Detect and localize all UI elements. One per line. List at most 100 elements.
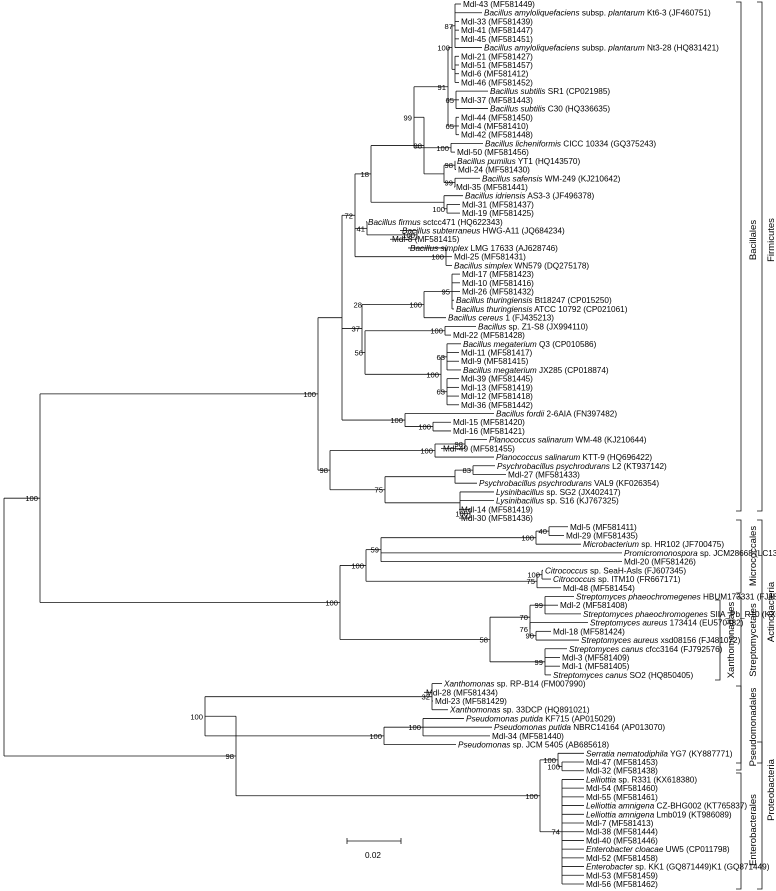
leaf-label: Mdl-22 (MF581428) bbox=[453, 331, 525, 340]
leaf-label: Mdl-38 (MF581444) bbox=[586, 828, 658, 837]
bootstrap-values: 8710065659110099989998100181004110072951… bbox=[25, 22, 560, 837]
tree-branches bbox=[3, 3, 622, 885]
leaf-label: Mdl-26 (MF581432) bbox=[462, 288, 534, 297]
bootstrap-value: 63 bbox=[437, 388, 445, 397]
leaf-label: Bacillus subtilis SR1 (CP021985) bbox=[490, 87, 610, 96]
leaf-label: Lelliottia sp. R331 (KX618380) bbox=[586, 775, 697, 784]
leaf-label: Pseudomonas sp. JCM 5405 (AB685618) bbox=[458, 741, 609, 750]
leaf-label: Mdl-48 (MF581454) bbox=[563, 584, 635, 593]
leaf-label: Bacillus idriensis AS3-3 (JF496378) bbox=[465, 192, 595, 201]
leaf-label: Bacillus simplex WN579 (DQ275178) bbox=[454, 261, 589, 270]
bootstrap-value: 28 bbox=[354, 301, 362, 310]
bootstrap-value: 63 bbox=[437, 353, 445, 362]
bracket-enterobacterales bbox=[736, 772, 742, 890]
leaf-label: Lysinibacillus sp. SG2 (JX402417) bbox=[496, 488, 621, 497]
leaf-label: Mdl-1 (MF581405) bbox=[562, 662, 630, 671]
leaf-label: Mdl-10 (MF581416) bbox=[462, 279, 534, 288]
label-actinobacteria: Actinobacteria bbox=[766, 581, 776, 642]
bracket-xanthomonadales bbox=[715, 599, 721, 681]
bootstrap-value: 75 bbox=[375, 486, 383, 495]
leaf-label: Mdl-4 (MF581410) bbox=[461, 122, 529, 131]
leaf-label: Mdl-42 (MF581448) bbox=[461, 131, 533, 140]
leaf-label: Bacillus thuringiensis ATCC 10792 (CP021… bbox=[456, 305, 628, 314]
leaf-label: Mdl-25 (MF581431) bbox=[454, 253, 526, 262]
bootstrap-value: 100 bbox=[426, 370, 439, 379]
leaf-label: Mdl-3 (MF581409) bbox=[562, 653, 630, 662]
bootstrap-value: 100 bbox=[547, 762, 560, 771]
leaf-labels: Mdl-43 (MF581449)Bacillus amyloliquefaci… bbox=[368, 0, 776, 889]
leaf-label: Bacillus amyloliquefaciens subsp. planta… bbox=[484, 9, 711, 18]
bootstrap-value: 65 bbox=[446, 122, 454, 131]
group-brackets bbox=[715, 1, 763, 890]
bootstrap-value: 76 bbox=[520, 625, 528, 634]
leaf-label: Microbacterium sp. HR102 (JF700475) bbox=[583, 540, 724, 549]
leaf-label: Mdl-8 (MF581415) bbox=[392, 235, 460, 244]
bootstrap-value: 75 bbox=[527, 577, 535, 586]
leaf-label: Mdl-46 (MF581452) bbox=[461, 78, 533, 87]
leaf-label: Mdl-49 (MF581455) bbox=[443, 444, 515, 453]
leaf-label: Bacillus firmus sctcc471 (HQ622343) bbox=[368, 218, 503, 227]
label-bacillales: Bacillales bbox=[748, 220, 759, 260]
leaf-label: Mdl-51 (MF581457) bbox=[461, 61, 533, 70]
leaf-label: Mdl-44 (MF581450) bbox=[461, 113, 533, 122]
leaf-label: Mdl-43 (MF581449) bbox=[463, 0, 535, 9]
bootstrap-value: 74 bbox=[552, 828, 560, 837]
bootstrap-value: 100 bbox=[325, 598, 338, 607]
leaf-label: Pseudomonas putida NBRC14164 (AP013070) bbox=[494, 723, 665, 732]
leaf-label: Bacillus cereus 1 (FJ435213) bbox=[448, 314, 554, 323]
leaf-label: Lysinibacillus sp. S16 (KJ767325) bbox=[496, 497, 619, 506]
bootstrap-value: 98 bbox=[226, 752, 234, 761]
leaf-label: Mdl-2 (MF581408) bbox=[560, 601, 628, 610]
bracket-bacillales bbox=[736, 1, 742, 512]
leaf-label: Bacillus simplex LMG 17633 (AJ628746) bbox=[410, 244, 558, 253]
leaf-label: Lelliottia amnigena CZ-BHG002 (KT765837) bbox=[586, 802, 747, 811]
leaf-label: Mdl-7 (MF581413) bbox=[586, 819, 654, 828]
bootstrap-value: 100 bbox=[455, 510, 468, 519]
leaf-label: Mdl-29 (MF581435) bbox=[566, 531, 638, 540]
bootstrap-value: 100 bbox=[420, 447, 433, 456]
bootstrap-value: 98 bbox=[320, 466, 328, 475]
label-xanthomonadales: Xanthomonadales bbox=[726, 601, 737, 678]
leaf-label: Mdl-56 (MF581462) bbox=[586, 880, 658, 889]
bootstrap-value: 91 bbox=[438, 83, 446, 92]
bootstrap-value: 100 bbox=[432, 205, 445, 214]
leaf-label: Bacillus pumilus YT1 (HQ143570) bbox=[457, 157, 580, 166]
leaf-label: Streptomyces canus cfcc3164 (FJ792576) bbox=[569, 645, 723, 654]
bracket-proteobacteria bbox=[757, 741, 763, 890]
leaf-label: Mdl-28 (MF581434) bbox=[426, 688, 498, 697]
bootstrap-value: 100 bbox=[303, 390, 316, 399]
leaf-label: Mdl-17 (MF581423) bbox=[462, 270, 534, 279]
leaf-label: Mdl-52 (MF581458) bbox=[586, 854, 658, 863]
bootstrap-value: 56 bbox=[355, 349, 363, 358]
leaf-label: Promicromonospora sp. JCM28668 (LC133699… bbox=[624, 549, 776, 558]
leaf-label: Mdl-6 (MF581412) bbox=[461, 70, 529, 79]
bracket-firmicutes bbox=[757, 1, 763, 512]
bootstrap-value: 99 bbox=[404, 113, 412, 122]
leaf-label: Mdl-18 (MF581424) bbox=[553, 627, 625, 636]
leaf-label: Lelliottia amnigena Lmb019 (KT986089) bbox=[586, 810, 732, 819]
leaf-label: Bacillus fordii 2-6AIA (FN397482) bbox=[496, 410, 617, 419]
label-pseudomonadales: Pseudomonadales bbox=[748, 687, 759, 766]
scale-bar-label: 0.02 bbox=[365, 851, 381, 860]
leaf-label: Bacillus megaterium Q3 (CP010586) bbox=[463, 340, 597, 349]
leaf-label: Mdl-14 (MF581419) bbox=[461, 505, 533, 514]
leaf-label: Xanthomonas sp. 33DCP (HQ891021) bbox=[449, 706, 590, 715]
leaf-label: Streptomyces aureus xsd08156 (FJ481072) bbox=[581, 636, 741, 645]
leaf-label: Enterobacter sp. KK1 (GQ871449)K1 (GQ871… bbox=[586, 863, 770, 872]
bootstrap-value: 40 bbox=[539, 527, 547, 536]
bootstrap-value: 100 bbox=[408, 723, 421, 732]
leaf-label: Citrococcus sp. SeaH-Asls (FJ607345) bbox=[545, 566, 686, 575]
leaf-label: Mdl-41 (MF581447) bbox=[461, 26, 533, 35]
bootstrap-value: 100 bbox=[418, 423, 431, 432]
leaf-label: Bacillus subtilis C30 (HQ336635) bbox=[490, 105, 610, 114]
bootstrap-value: 98 bbox=[455, 440, 463, 449]
bracket-actinobacteria bbox=[757, 519, 763, 764]
leaf-label: Mdl-34 (MF581440) bbox=[492, 732, 564, 741]
bootstrap-value: 58 bbox=[480, 635, 488, 644]
leaf-label: Bacillus subterraneus HWG-A11 (JQ684234) bbox=[402, 227, 565, 236]
bootstrap-value: 100 bbox=[431, 253, 444, 262]
bootstrap-value: 99 bbox=[445, 179, 453, 188]
leaf-label: Bacillus megaterium JX285 (CP018874) bbox=[463, 366, 609, 375]
leaf-label: Mdl-37 (MF581443) bbox=[461, 96, 533, 105]
